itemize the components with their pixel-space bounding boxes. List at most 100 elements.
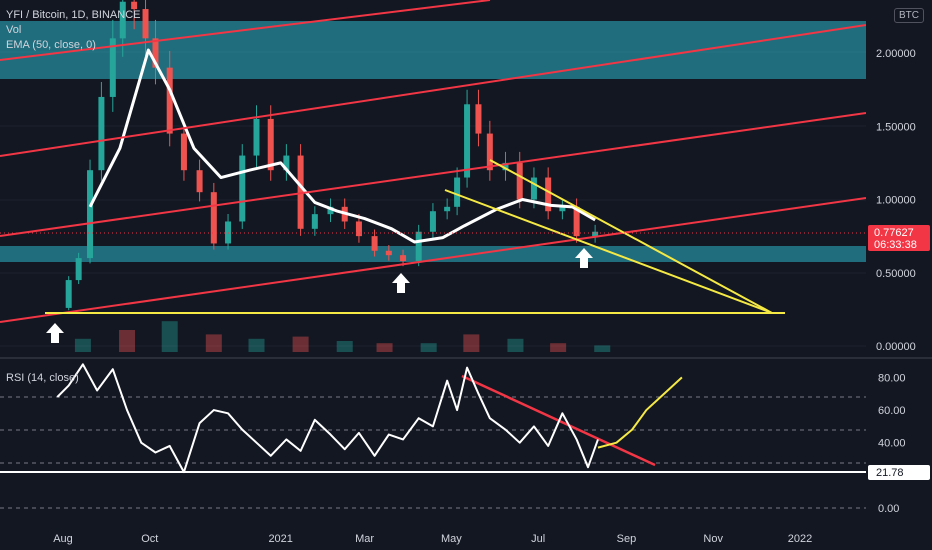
channel-line — [0, 112, 866, 237]
support-zone — [0, 246, 866, 262]
triangle-lines — [45, 159, 785, 314]
triangle-lower — [444, 189, 773, 314]
price-tick-label: 0.50000 — [876, 268, 916, 280]
candle-body — [75, 258, 82, 281]
candle-body — [253, 118, 260, 156]
candle-body — [545, 177, 552, 212]
candle-body — [502, 162, 509, 171]
candle-body — [530, 177, 537, 200]
candle-body — [355, 221, 362, 237]
currency-badge[interactable]: BTC — [894, 8, 924, 23]
volume-bar — [205, 334, 222, 352]
time-tick-label: Jul — [531, 533, 545, 545]
candle-body — [210, 192, 217, 244]
up-arrow-icon — [46, 323, 64, 343]
price-pane[interactable] — [0, 0, 866, 352]
rsi-tick-label: 60.00 — [878, 405, 906, 417]
time-tick-label: Aug — [53, 533, 73, 545]
candle-body — [225, 221, 232, 244]
candle-body — [152, 38, 159, 68]
svg-text:21.78: 21.78 — [876, 467, 904, 479]
candle-body — [109, 38, 116, 97]
candle-body — [166, 67, 173, 134]
candle-body — [486, 133, 493, 171]
svg-text:06:33:38: 06:33:38 — [874, 239, 917, 251]
time-tick-label: May — [441, 533, 462, 545]
candle-body — [267, 118, 274, 171]
up-arrow-icon — [392, 273, 410, 293]
candle-body — [131, 1, 138, 10]
channel-line — [0, 0, 491, 61]
candle-body — [573, 206, 580, 237]
candle-body — [415, 231, 422, 262]
ema-line — [88, 48, 596, 244]
price-tick-label: 0.00000 — [876, 341, 916, 353]
volume-bar — [248, 338, 265, 352]
candle-body — [429, 211, 436, 232]
candle-body — [516, 162, 523, 200]
volume-bar — [420, 343, 437, 352]
volume-bar — [119, 330, 136, 352]
volume-bar — [336, 341, 353, 352]
symbol-legend[interactable]: YFI / Bitcoin, 1D, BINANCE Vol EMA (50, … — [6, 8, 140, 53]
candle-body — [119, 1, 126, 39]
svg-text:0.77627: 0.77627 — [874, 227, 914, 239]
volume-bar — [463, 334, 480, 352]
volume-bar — [292, 336, 309, 352]
rsi-legend[interactable]: RSI (14, close) — [6, 372, 79, 384]
rsi-pane[interactable] — [0, 363, 866, 509]
time-tick-label: Oct — [141, 533, 158, 545]
rsi-tick-label: 40.00 — [878, 438, 906, 450]
candle-body — [297, 155, 304, 229]
candle-body — [65, 280, 72, 308]
channel-line — [0, 197, 866, 323]
time-tick-label: Nov — [703, 533, 723, 545]
candle-body — [444, 206, 451, 212]
candle-body — [283, 155, 290, 171]
volume-bar — [376, 343, 393, 352]
up-arrow-icon — [575, 248, 593, 268]
candle-body — [371, 236, 378, 251]
candle-body — [475, 104, 482, 134]
candle-body — [98, 96, 105, 171]
rsi-tick-label: 0.00 — [878, 503, 899, 515]
price-badge: 0.77627 06:33:38 — [868, 225, 930, 251]
price-tick-label: 1.00000 — [876, 195, 916, 207]
time-tick-label: 2021 — [268, 533, 292, 545]
candle-body — [239, 155, 246, 222]
candle-body — [400, 255, 407, 262]
price-tick-label: 2.00000 — [876, 48, 916, 60]
volume-bar — [507, 338, 524, 352]
time-tick-label: 2022 — [788, 533, 812, 545]
candle-body — [464, 104, 471, 178]
channel-line — [0, 24, 866, 157]
candle-body — [87, 170, 94, 259]
candle-body — [180, 133, 187, 171]
ema-legend[interactable]: EMA (50, close, 0) — [6, 39, 96, 51]
candle-body — [559, 206, 566, 212]
grid-main — [0, 51, 866, 347]
vol-legend[interactable]: Vol — [6, 24, 22, 36]
price-candles — [65, 0, 599, 311]
candle-body — [592, 231, 599, 237]
rsi-line — [56, 363, 599, 474]
volume-bar — [550, 343, 567, 352]
time-axis[interactable]: Aug Oct 2021 Mar May Jul Sep Nov 2022 — [53, 533, 812, 545]
rsi-projection — [597, 376, 683, 449]
candle-body — [385, 250, 392, 256]
candle-body — [196, 170, 203, 193]
volume-bar — [594, 345, 611, 352]
triangle-upper — [489, 159, 773, 314]
symbol-title[interactable]: YFI / Bitcoin, 1D, BINANCE — [6, 9, 141, 21]
price-axis[interactable]: 0.00000 0.50000 1.00000 1.50000 2.00000 — [876, 48, 916, 353]
volume-bars — [74, 321, 611, 352]
candle-body — [311, 214, 318, 229]
rsi-badge: 21.78 — [868, 465, 930, 480]
candle-body — [142, 9, 149, 39]
time-tick-label: Sep — [617, 533, 637, 545]
rsi-tick-label: 80.00 — [878, 372, 906, 384]
candle-body — [454, 177, 461, 207]
channel-lines — [0, 0, 866, 323]
time-tick-label: Mar — [355, 533, 374, 545]
